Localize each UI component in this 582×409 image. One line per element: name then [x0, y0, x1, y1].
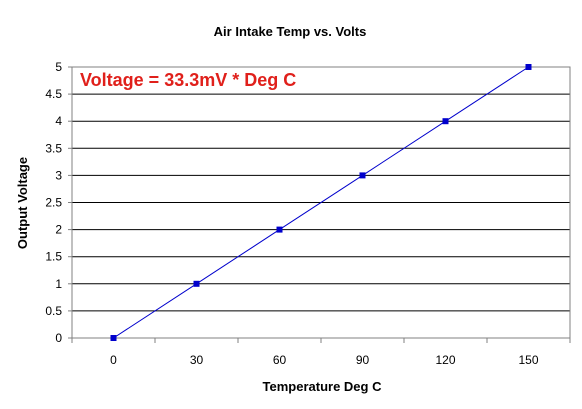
data-point — [442, 118, 449, 125]
x-tick-labels: 0 30 60 90 120 150 — [110, 353, 539, 367]
y-tick-label: 2 — [55, 223, 62, 237]
x-tick-label: 90 — [356, 353, 370, 367]
equation-annotation: Voltage = 33.3mV * Deg C — [80, 70, 296, 90]
y-tick-label: 3.5 — [45, 141, 62, 155]
y-tick-label: 2.5 — [45, 196, 62, 210]
x-tick-label: 60 — [273, 353, 287, 367]
x-tick-label: 30 — [190, 353, 204, 367]
data-point — [359, 172, 366, 179]
x-axis-label: Temperature Deg C — [263, 379, 383, 394]
data-series — [110, 64, 532, 341]
y-tick-label: 4 — [55, 114, 62, 128]
y-tick-label: 1 — [55, 277, 62, 291]
data-point — [276, 226, 283, 233]
x-tick-label: 150 — [518, 353, 538, 367]
y-tick-label: 0.5 — [45, 304, 62, 318]
data-point — [110, 335, 117, 341]
y-tick-label: 1.5 — [45, 250, 62, 264]
chart-title: Air Intake Temp vs. Volts — [214, 24, 367, 39]
axes — [68, 66, 571, 343]
series-line — [113, 66, 529, 339]
data-point — [525, 64, 532, 70]
data-point — [193, 280, 200, 287]
y-tick-label: 4.5 — [45, 87, 62, 101]
y-tick-label: 5 — [55, 60, 62, 74]
y-axis-label: Output Voltage — [15, 157, 30, 249]
x-tick-label: 120 — [435, 353, 455, 367]
y-tick-label: 3 — [55, 168, 62, 182]
x-tick-label: 0 — [110, 353, 117, 367]
y-tick-label: 0 — [55, 331, 62, 345]
y-tick-labels: 0 0.5 1 1.5 2 2.5 3 3.5 4 4.5 5 — [45, 60, 62, 345]
grid-lines — [72, 66, 570, 312]
